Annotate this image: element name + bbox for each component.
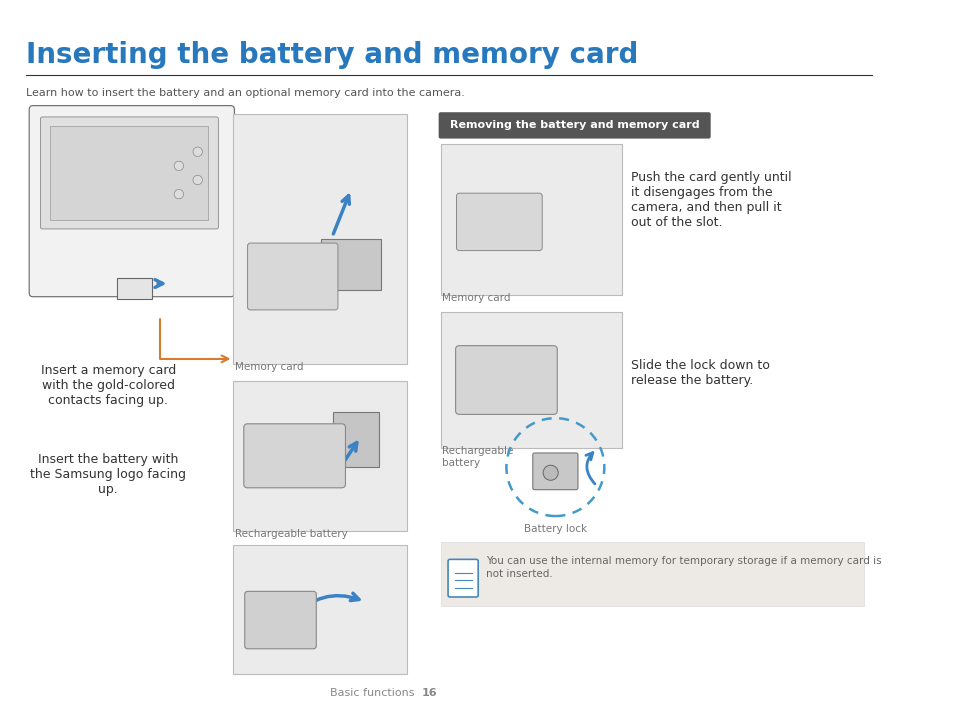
FancyBboxPatch shape [440, 312, 621, 449]
Text: Rechargeable battery: Rechargeable battery [235, 529, 348, 539]
Text: Memory card: Memory card [442, 293, 511, 303]
FancyBboxPatch shape [30, 106, 234, 297]
Text: Removing the battery and memory card: Removing the battery and memory card [450, 120, 699, 130]
FancyBboxPatch shape [440, 542, 863, 606]
FancyBboxPatch shape [532, 453, 578, 490]
Text: Insert the battery with
the Samsung logo facing
up.: Insert the battery with the Samsung logo… [30, 453, 186, 496]
FancyBboxPatch shape [440, 144, 621, 295]
FancyBboxPatch shape [233, 545, 406, 674]
Text: Insert a memory card
with the gold-colored
contacts facing up.: Insert a memory card with the gold-color… [41, 364, 175, 407]
FancyBboxPatch shape [456, 346, 557, 415]
Text: Battery lock: Battery lock [523, 523, 586, 534]
Circle shape [174, 161, 183, 171]
Text: Slide the lock down to
release the battery.: Slide the lock down to release the batte… [630, 359, 769, 387]
Circle shape [193, 147, 202, 156]
FancyBboxPatch shape [233, 114, 406, 364]
FancyBboxPatch shape [438, 112, 710, 138]
Text: Memory card: Memory card [235, 361, 303, 372]
FancyBboxPatch shape [448, 559, 477, 597]
FancyBboxPatch shape [456, 193, 541, 251]
FancyBboxPatch shape [40, 117, 218, 229]
FancyBboxPatch shape [245, 591, 316, 649]
FancyBboxPatch shape [244, 424, 345, 488]
Text: Learn how to insert the battery and an optional memory card into the camera.: Learn how to insert the battery and an o… [27, 88, 465, 98]
FancyBboxPatch shape [116, 278, 152, 299]
Text: Inserting the battery and memory card: Inserting the battery and memory card [27, 41, 639, 69]
FancyBboxPatch shape [320, 239, 381, 290]
Circle shape [174, 189, 183, 199]
Text: You can use the internal memory for temporary storage if a memory card is: You can use the internal memory for temp… [485, 556, 881, 566]
Text: Rechargeable
battery: Rechargeable battery [442, 446, 514, 468]
FancyBboxPatch shape [233, 380, 406, 531]
FancyBboxPatch shape [50, 126, 208, 220]
FancyBboxPatch shape [248, 243, 337, 310]
Text: 16: 16 [421, 688, 436, 698]
Text: Basic functions: Basic functions [330, 688, 414, 698]
Text: Push the card gently until
it disengages from the
camera, and then pull it
out o: Push the card gently until it disengages… [630, 171, 790, 228]
Circle shape [542, 465, 558, 480]
Circle shape [193, 175, 202, 185]
Text: not inserted.: not inserted. [485, 569, 552, 579]
FancyBboxPatch shape [333, 412, 379, 467]
